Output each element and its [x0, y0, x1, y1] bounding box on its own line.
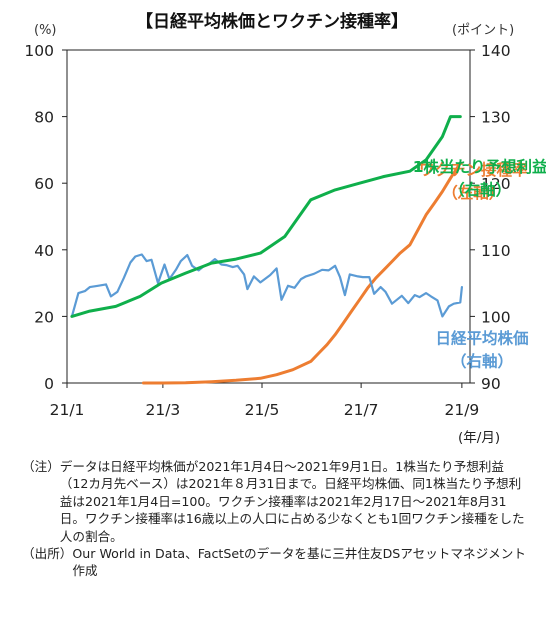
series-label-1: （右軸） [451, 352, 513, 371]
x-tick-label: 21/1 [50, 401, 85, 419]
plot-frame [66, 49, 471, 384]
left-tick-label: 0 [44, 375, 54, 393]
series-label-0: （左軸） [442, 183, 504, 202]
x-axis-unit: (年/月) [458, 430, 500, 446]
left-tick-label: 100 [24, 42, 54, 60]
series-labels: ワクチン接種率 （左軸） 日経平均株価 （右軸） 1株当たり予想利益 （右軸） [413, 157, 546, 371]
series-label-2: （右軸） [449, 180, 511, 199]
series-label-1: 日経平均株価 [435, 329, 529, 348]
x-tick-label: 21/7 [344, 401, 379, 419]
right-tick-label: 100 [481, 308, 511, 326]
x-axis-ticks: 21/1 21/3 21/5 21/7 21/9 [50, 383, 479, 419]
x-tick-label: 21/9 [444, 401, 479, 419]
series-line-2 [70, 115, 462, 318]
right-axis-ticks: 90 100 110 120 130 140 [470, 42, 511, 393]
note-line: （注） データは日経平均株価が2021年1月4日～2021年9月1日。1株当たり… [22, 458, 527, 545]
series-label-2: 1株当たり予想利益 [413, 157, 546, 176]
right-tick-label: 120 [481, 175, 511, 193]
source-key: （出所） [22, 546, 73, 562]
series-line-1 [70, 253, 463, 318]
left-tick-label: 40 [34, 242, 54, 260]
source-line: （出所） Our World in Data、FactSetのデータを基に三井住… [22, 545, 527, 580]
right-tick-label: 110 [481, 242, 511, 260]
series-label-0: ワクチン接種率 [419, 160, 528, 179]
left-axis-ticks: 0 20 40 60 80 100 [24, 42, 67, 393]
note-key: （注） [22, 459, 60, 474]
chart-title: 【日経平均株価とワクチン接種率】 [136, 11, 408, 32]
notes: （注） データは日経平均株価が2021年1月4日～2021年9月1日。1株当たり… [22, 458, 527, 580]
source-text: Our World in Data、FactSetのデータを基に三井住友DSアセ… [72, 546, 526, 579]
series-layer [70, 115, 463, 385]
x-tick-label: 21/3 [145, 401, 180, 419]
left-tick-label: 60 [34, 175, 54, 193]
left-axis-unit: (%) [34, 23, 57, 38]
right-axis-unit: (ポイント) [452, 23, 514, 38]
right-tick-label: 90 [481, 375, 501, 393]
left-tick-label: 80 [34, 109, 54, 127]
left-tick-label: 20 [34, 308, 54, 326]
series-line-0 [141, 161, 462, 385]
x-tick-label: 21/5 [245, 401, 280, 419]
note-text: データは日経平均株価が2021年1月4日～2021年9月1日。1株当たり予想利益… [59, 459, 525, 544]
right-tick-label: 140 [481, 42, 511, 60]
right-tick-label: 130 [481, 109, 511, 127]
